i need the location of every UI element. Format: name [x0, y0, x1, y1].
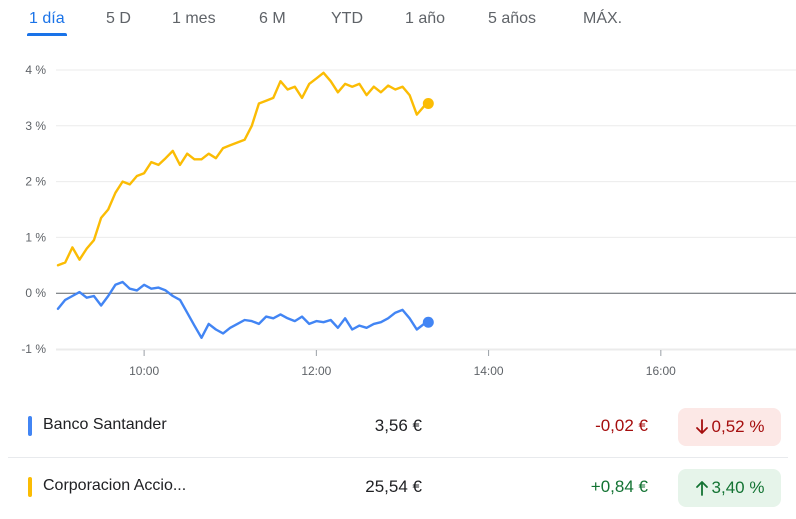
series-color-swatch	[28, 416, 32, 436]
series-color-swatch	[28, 477, 32, 497]
stock-change: +0,84 €	[590, 477, 648, 496]
y-tick-label: 0 %	[25, 286, 46, 300]
tab-6-m[interactable]: 6 M	[259, 10, 286, 27]
y-tick-label: 1 %	[25, 230, 46, 244]
tab-5-d[interactable]: 5 D	[106, 10, 131, 27]
series-line-1	[56, 280, 430, 339]
y-axis-ticks: 4 % 3 % 2 % 1 % 0 % -1 %	[21, 63, 46, 356]
series-endpoint-0	[422, 97, 434, 109]
tab-max[interactable]: MÁX.	[583, 10, 623, 27]
chart-series	[56, 71, 434, 339]
tab-1-ano[interactable]: 1 año	[405, 10, 446, 27]
stock-name: Corporacion Accio...	[43, 477, 187, 494]
stock-price: 3,56 €	[374, 416, 422, 435]
stock-row-acciona[interactable]: Corporacion Accio... 25,54 € +0,84 € 3,4…	[8, 460, 788, 514]
series-endpoint-1	[422, 316, 434, 328]
stock-percent: 3,40 %	[711, 478, 765, 497]
stock-change: -0,02 €	[595, 416, 648, 435]
y-tick-label: 4 %	[25, 63, 46, 77]
stock-name: Banco Santander	[43, 416, 167, 433]
arrow-down-icon	[695, 419, 709, 435]
y-tick-label: 3 %	[25, 119, 46, 133]
tab-5-anos[interactable]: 5 años	[488, 10, 537, 27]
tab-ytd[interactable]: YTD	[331, 10, 363, 27]
arrow-up-icon	[695, 480, 709, 496]
x-tick-label: 14:00	[474, 364, 504, 378]
stock-row-santander[interactable]: Banco Santander 3,56 € -0,02 € 0,52 %	[8, 399, 788, 453]
stock-percent: 0,52 %	[711, 417, 765, 436]
chart-grid	[56, 69, 796, 351]
row-divider	[8, 457, 788, 458]
x-tick-label: 12:00	[301, 364, 331, 378]
stock-price: 25,54 €	[365, 477, 422, 496]
tab-1-mes[interactable]: 1 mes	[172, 10, 216, 27]
series-line-0	[56, 71, 430, 267]
x-tick-label: 10:00	[129, 364, 159, 378]
stock-percent-badge: 3,40 %	[678, 469, 781, 507]
range-tabs: 1 día 5 D 1 mes 6 M YTD 1 año 5 años MÁX…	[0, 0, 796, 40]
price-chart[interactable]: 4 % 3 % 2 % 1 % 0 % -1 % 10:00 12:00 14:00 16:00	[0, 40, 796, 385]
x-axis-ticks: 10:00 12:00 14:00 16:00	[129, 350, 676, 378]
x-tick-label: 16:00	[646, 364, 676, 378]
stock-percent-badge: 0,52 %	[678, 408, 781, 446]
y-tick-label: 2 %	[25, 175, 46, 189]
y-tick-label: -1 %	[21, 342, 46, 356]
tab-1-dia[interactable]: 1 día	[27, 8, 67, 36]
